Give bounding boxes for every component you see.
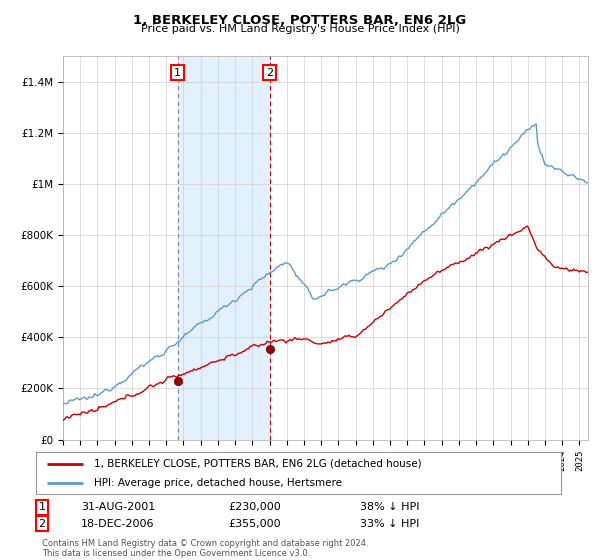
Text: 33% ↓ HPI: 33% ↓ HPI [360,519,419,529]
Text: 38% ↓ HPI: 38% ↓ HPI [360,502,419,512]
Text: 31-AUG-2001: 31-AUG-2001 [81,502,155,512]
Text: £355,000: £355,000 [228,519,281,529]
Text: HPI: Average price, detached house, Hertsmere: HPI: Average price, detached house, Hert… [94,478,342,488]
Text: 2: 2 [266,68,273,77]
Text: 18-DEC-2006: 18-DEC-2006 [81,519,155,529]
Text: 1: 1 [174,68,181,77]
Text: £230,000: £230,000 [228,502,281,512]
Text: 1, BERKELEY CLOSE, POTTERS BAR, EN6 2LG (detached house): 1, BERKELEY CLOSE, POTTERS BAR, EN6 2LG … [94,459,421,469]
Bar [178,56,269,440]
Text: Contains HM Land Registry data © Crown copyright and database right 2024.
This d: Contains HM Land Registry data © Crown c… [42,539,368,558]
Text: 2: 2 [38,519,46,529]
Text: 1, BERKELEY CLOSE, POTTERS BAR, EN6 2LG: 1, BERKELEY CLOSE, POTTERS BAR, EN6 2LG [133,14,467,27]
Text: 1: 1 [38,502,46,512]
Text: Price paid vs. HM Land Registry's House Price Index (HPI): Price paid vs. HM Land Registry's House … [140,24,460,34]
